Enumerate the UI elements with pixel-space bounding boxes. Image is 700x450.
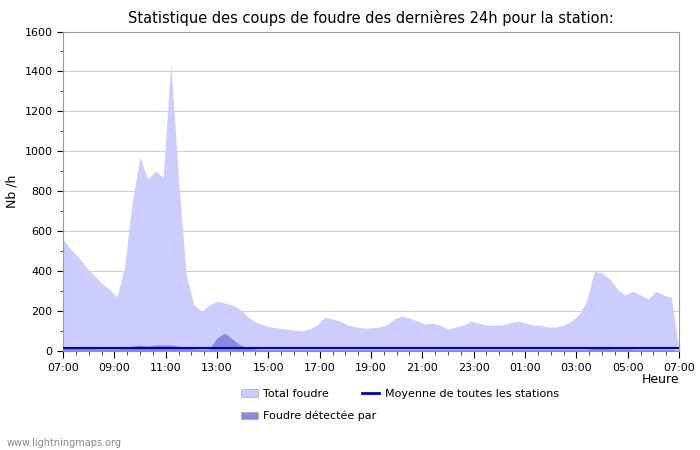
Legend: Foudre détectée par: Foudre détectée par [241,411,377,421]
Text: www.lightningmaps.org: www.lightningmaps.org [7,438,122,448]
Title: Statistique des coups de foudre des dernières 24h pour la station:: Statistique des coups de foudre des dern… [128,10,614,26]
Y-axis label: Nb /h: Nb /h [6,175,19,208]
Text: Heure: Heure [641,374,679,387]
